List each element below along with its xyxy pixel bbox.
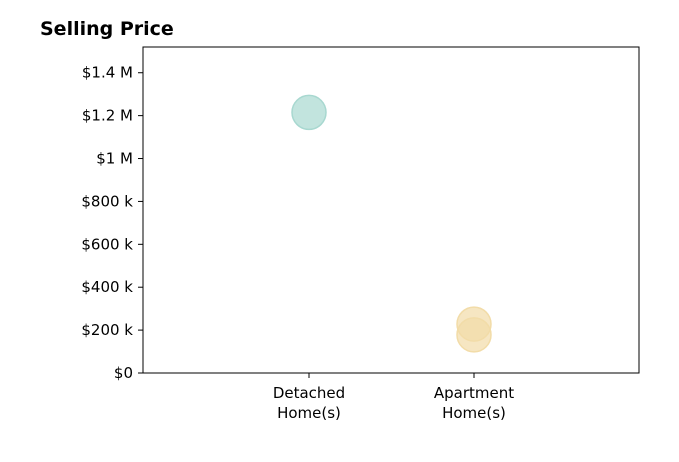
y-tick-label: $1.2 M xyxy=(82,107,133,125)
data-point xyxy=(456,317,492,353)
y-tick-label: $1 M xyxy=(96,150,133,168)
data-point xyxy=(291,94,327,131)
chart-title: Selling Price xyxy=(40,18,174,40)
plot-frame xyxy=(142,46,640,374)
y-tick-label: $0 xyxy=(114,364,133,382)
y-tick-label: $400 k xyxy=(81,278,133,296)
y-tick-label: $600 k xyxy=(81,235,133,253)
y-tick-label: $800 k xyxy=(81,192,133,210)
x-tick-label: Apartment Home(s) xyxy=(434,384,514,422)
y-tick-label: $200 k xyxy=(81,321,133,339)
x-tick-label: Detached Home(s) xyxy=(273,384,345,422)
y-tick-label: $1.4 M xyxy=(82,64,133,82)
plot-area: $0 $200 k $400 k $600 k $800 k $1 M $1.2 M $1.4… xyxy=(81,46,640,422)
